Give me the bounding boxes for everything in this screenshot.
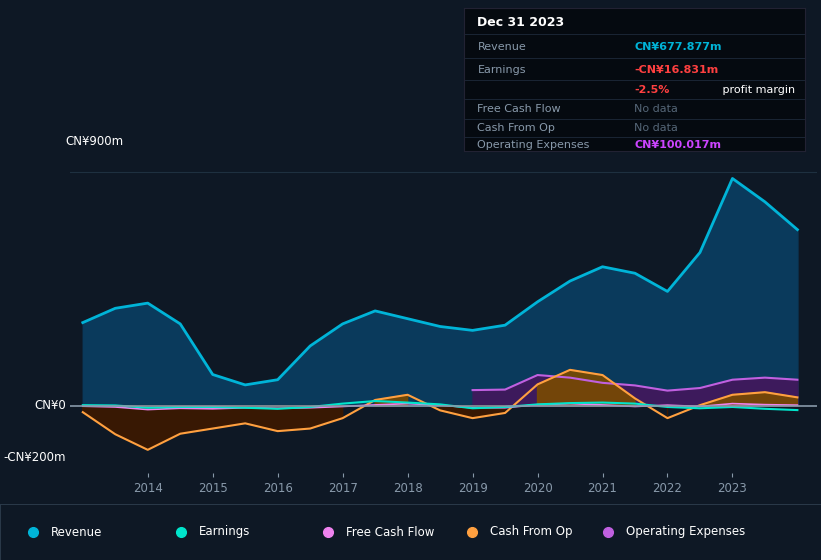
Text: CN¥677.877m: CN¥677.877m [635,42,722,52]
Text: Free Cash Flow: Free Cash Flow [478,104,561,114]
Text: Dec 31 2023: Dec 31 2023 [478,16,565,29]
Text: /yr: /yr [818,141,821,151]
Text: CN¥0: CN¥0 [34,399,66,412]
Text: Revenue: Revenue [51,525,103,539]
Text: Revenue: Revenue [478,42,526,52]
Text: Operating Expenses: Operating Expenses [626,525,745,539]
Text: Cash From Op: Cash From Op [490,525,572,539]
Text: CN¥100.017m: CN¥100.017m [635,141,721,151]
Text: Operating Expenses: Operating Expenses [478,141,589,151]
Text: Earnings: Earnings [199,525,250,539]
Text: -CN¥200m: -CN¥200m [3,451,66,464]
Text: Free Cash Flow: Free Cash Flow [346,525,435,539]
Text: No data: No data [635,104,678,114]
Text: CN¥900m: CN¥900m [66,136,124,148]
Text: profit margin: profit margin [719,85,796,95]
Text: Earnings: Earnings [478,65,526,75]
Text: -CN¥16.831m: -CN¥16.831m [635,65,718,75]
Text: /yr: /yr [818,65,821,75]
Text: Cash From Op: Cash From Op [478,123,555,133]
Text: -2.5%: -2.5% [635,85,670,95]
Text: No data: No data [635,123,678,133]
Text: /yr: /yr [818,42,821,52]
